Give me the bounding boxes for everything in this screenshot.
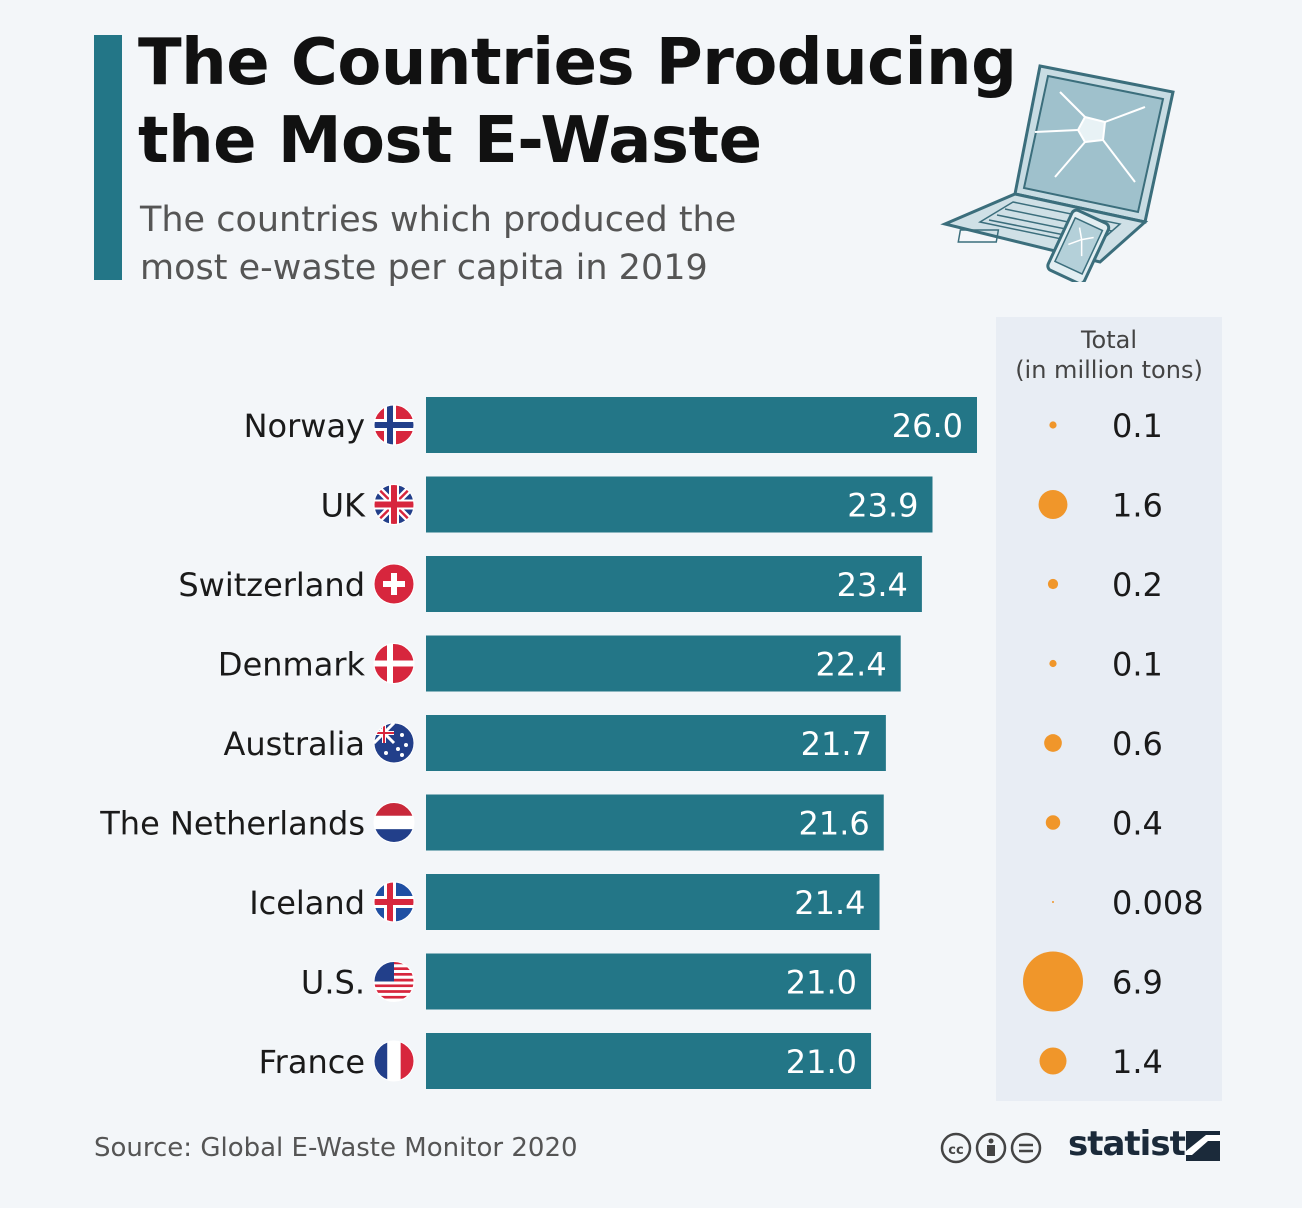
svg-text:cc: cc (948, 1143, 963, 1158)
total-column-header: Total (in million tons) (996, 325, 1222, 385)
netherlands-flag-icon (373, 802, 415, 843)
total-value-label: 0.1 (1112, 646, 1163, 684)
bar-value-label: 21.0 (786, 1043, 857, 1081)
total-value-label: 0.2 (1112, 566, 1163, 604)
bar-row: France 21.0 1.4 (259, 1033, 1163, 1089)
bar-row: Iceland 21.4 0.008 (249, 874, 1204, 930)
bar (426, 794, 884, 851)
iceland-flag-icon (373, 881, 415, 923)
chart-title: The Countries Producing the Most E-Waste (138, 24, 1018, 180)
australia-flag-icon (373, 722, 415, 764)
total-header-line-2: (in million tons) (1015, 356, 1203, 384)
cc-icon: cc (940, 1132, 972, 1164)
norway-flag-icon (373, 404, 415, 446)
country-label: Australia (223, 725, 365, 763)
bar-value-label: 21.4 (794, 884, 865, 922)
country-label: UK (321, 487, 366, 525)
country-label: The Netherlands (99, 805, 365, 843)
country-label: Switzerland (178, 566, 365, 604)
attribution-icon (975, 1132, 1007, 1164)
bar (426, 1033, 872, 1089)
title-line-2: the Most E-Waste (138, 104, 762, 178)
bar-row: Switzerland 23.4 0.2 (178, 556, 1163, 612)
bar-value-label: 21.0 (786, 964, 857, 1002)
total-value-label: 1.6 (1112, 487, 1163, 525)
bar-row: Australia 21.7 0.6 (223, 715, 1163, 771)
bar-value-label: 22.4 (815, 646, 886, 684)
title-line-1: The Countries Producing (138, 26, 1017, 100)
bar-row: Denmark 22.4 0.1 (218, 635, 1163, 692)
bar-row: Norway 26.0 0.1 (244, 397, 1163, 453)
bar-value-label: 23.9 (847, 487, 918, 525)
total-bubble (1049, 659, 1057, 668)
country-label: U.S. (301, 964, 365, 1002)
total-header-line-1: Total (1080, 326, 1138, 354)
country-label: Denmark (218, 646, 366, 684)
bar (426, 953, 872, 1010)
bar-row: UK 23.9 1.6 (321, 476, 1163, 533)
license-icons[interactable]: cc (940, 1131, 1045, 1165)
total-value-label: 1.4 (1112, 1043, 1163, 1081)
source-note: Source: Global E-Waste Monitor 2020 (94, 1133, 578, 1163)
no-derivatives-icon (1010, 1132, 1042, 1164)
statista-logo-text[interactable]: statista (1068, 1124, 1208, 1164)
total-value-label: 0.1 (1112, 407, 1163, 445)
chart-subtitle: The countries which produced the most e-… (140, 196, 840, 292)
uk-flag-icon (373, 484, 415, 525)
total-bubble (1038, 490, 1068, 519)
bar (426, 874, 880, 930)
country-label: France (259, 1043, 365, 1081)
bar (426, 397, 977, 453)
bar (426, 476, 933, 533)
france-flag-icon (373, 1040, 415, 1082)
title-accent-bar (94, 35, 122, 280)
denmark-flag-icon (373, 643, 415, 684)
total-value-label: 6.9 (1112, 964, 1163, 1002)
total-bubble (1023, 951, 1083, 1012)
subtitle-line-2: most e-waste per capita in 2019 (140, 248, 708, 288)
bar-value-label: 26.0 (892, 407, 963, 445)
country-label: Norway (244, 407, 365, 445)
total-value-label: 0.4 (1112, 805, 1163, 843)
total-value-label: 0.6 (1112, 725, 1163, 763)
bar-row: The Netherlands 21.6 0.4 (99, 794, 1163, 851)
total-bubble (1049, 421, 1057, 429)
total-bubble (1047, 578, 1059, 590)
bar-value-label: 21.6 (799, 805, 870, 843)
subtitle-line-1: The countries which produced the (140, 200, 737, 240)
country-label: Iceland (249, 884, 365, 922)
total-bubble (1039, 1047, 1067, 1075)
bar (426, 715, 886, 771)
total-bubble (1051, 900, 1055, 904)
total-bubble (1045, 815, 1061, 830)
bar-value-label: 21.7 (801, 725, 872, 763)
us-flag-icon (373, 961, 415, 1002)
statista-logo-icon[interactable] (1186, 1131, 1220, 1161)
bar (426, 556, 922, 612)
bar-row: U.S. 21.0 6.9 (301, 951, 1163, 1012)
total-bubble (1044, 734, 1062, 752)
bar (426, 635, 901, 692)
total-value-label: 0.008 (1112, 884, 1204, 922)
broken-laptop-icon (940, 64, 1175, 282)
bar-value-label: 23.4 (837, 566, 908, 604)
switzerland-flag-icon (373, 563, 415, 605)
